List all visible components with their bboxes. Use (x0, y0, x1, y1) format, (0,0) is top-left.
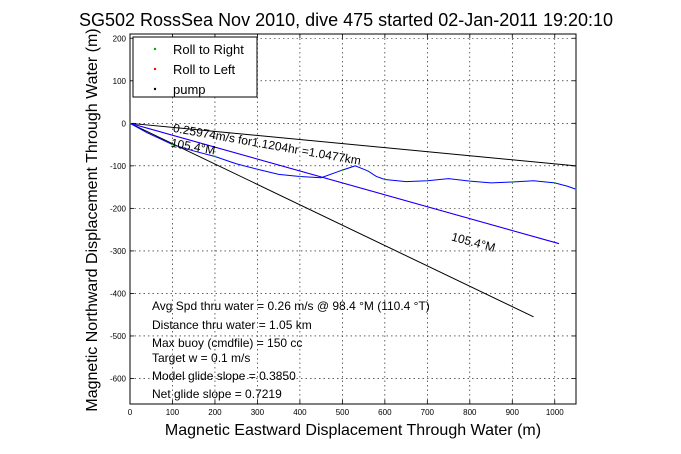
ticks: 0 100 200 300 400 500 600 700 800 900 10002001000-… (110, 34, 576, 417)
x-tick-label: 1000 (546, 408, 564, 417)
data-point (341, 169, 344, 171)
x-tick-label: 200 (208, 408, 222, 417)
data-point (256, 168, 259, 171)
x-tick-label: 300 (251, 408, 265, 417)
data-point (367, 170, 369, 172)
legend-entry-roll-right: Roll to Right (153, 42, 244, 57)
data-point (469, 180, 471, 182)
summary-line: Max buoy (cmdfile) = 150 cc (152, 336, 302, 350)
x-tick-label: 0 (128, 408, 133, 417)
x-tick-label: 100 (166, 408, 180, 417)
y-tick-label: -600 (110, 374, 127, 383)
y-tick-label: -500 (110, 332, 127, 341)
y-tick-label: 0 (122, 119, 127, 128)
x-tick-label: 500 (336, 408, 350, 417)
summary-line: Net glide slope = 0.7219 (152, 387, 282, 401)
y-tick-label: 200 (113, 34, 127, 43)
data-point (511, 181, 514, 183)
y-tick-label: -200 (110, 204, 127, 213)
legend-marker-pump (153, 87, 157, 91)
summary-line: Model glide slope = 0.3850 (152, 369, 296, 383)
data-point (171, 143, 174, 146)
legend-label-roll-right: Roll to Right (173, 42, 244, 57)
legend-label-roll-left: Roll to Left (173, 62, 236, 77)
summary-line: Distance thru water = 1.05 km (152, 318, 312, 332)
legend-entry-roll-left: Roll to Left (153, 62, 236, 77)
y-tick-label: -300 (110, 247, 127, 256)
data-point (214, 155, 216, 158)
x-tick-label: 600 (378, 408, 392, 417)
data-point (384, 178, 386, 181)
legend: Roll to Right Roll to Left pump (132, 36, 258, 98)
summary-line: Target w = 0.1 m/s (152, 351, 250, 365)
data-point (299, 175, 301, 178)
legend-marker-roll-left (153, 67, 157, 71)
legend-label-pump: pump (173, 82, 206, 97)
reference-lines (129, 122, 577, 318)
x-axis-label: Magnetic Eastward Displacement Through W… (165, 422, 541, 439)
series-group (129, 122, 577, 191)
data-point (575, 188, 577, 191)
legend-marker-roll-right (153, 47, 157, 51)
data-point (553, 182, 556, 184)
legend-box (132, 36, 258, 98)
data-point (129, 122, 131, 125)
reference-line (129, 122, 560, 245)
reference-line (129, 122, 534, 318)
data-point (426, 179, 429, 182)
y-axis-label: Magnetic Northward Displacement Through … (84, 28, 101, 411)
x-tick-label: 800 (463, 408, 477, 417)
reference-line (129, 122, 577, 167)
legend-entry-pump: pump (153, 82, 206, 97)
x-tick-label: 400 (293, 408, 307, 417)
y-tick-label: 100 (113, 77, 127, 86)
x-tick-label: 900 (506, 408, 520, 417)
plot-area: 0 100 200 300 400 500 600 700 800 900 10002001000-… (110, 33, 577, 417)
y-tick-label: -400 (110, 289, 127, 298)
grid (129, 34, 576, 404)
y-tick-label: -100 (110, 162, 127, 171)
summary-text: Avg Spd thru water = 0.26 m/s @ 98.4 °M … (152, 299, 430, 401)
summary-line: Avg Spd thru water = 0.26 m/s @ 98.4 °M … (152, 299, 430, 313)
x-tick-label: 700 (421, 408, 435, 417)
chart-title: SG502 RossSea Nov 2010, dive 475 started… (79, 10, 613, 30)
